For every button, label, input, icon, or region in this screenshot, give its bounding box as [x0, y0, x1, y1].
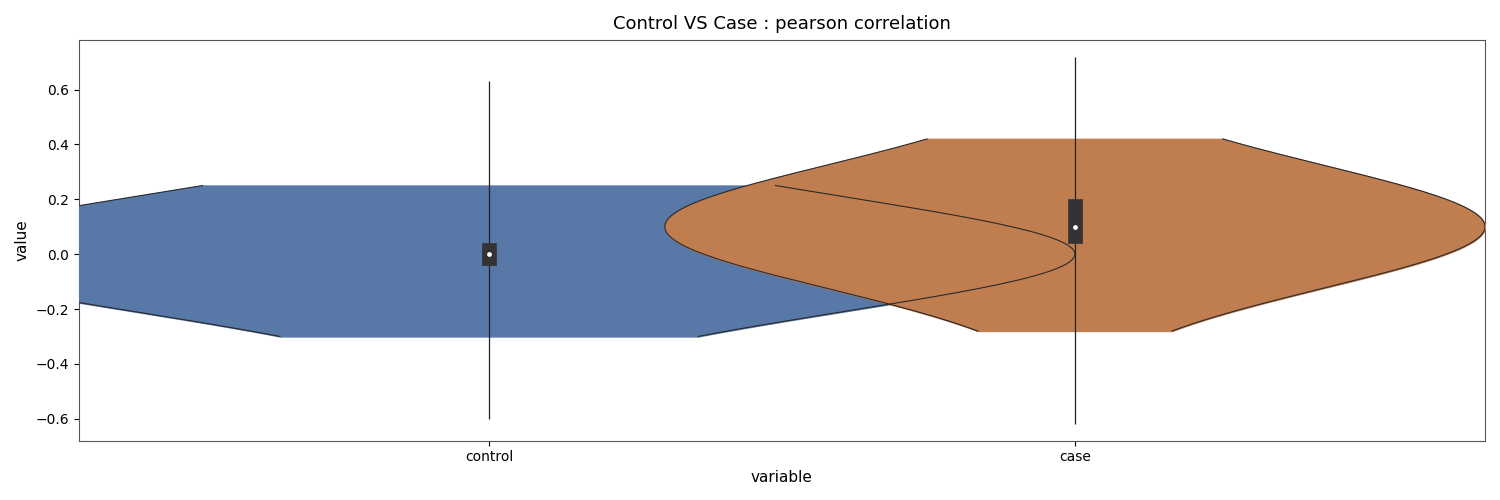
Title: Control VS Case : pearson correlation: Control VS Case : pearson correlation [614, 15, 951, 33]
Bar [482, 243, 496, 265]
Bar [1068, 200, 1082, 243]
X-axis label: variable: variable [752, 470, 813, 485]
Point [477, 250, 501, 258]
Y-axis label: value: value [15, 220, 30, 262]
Point [1064, 222, 1088, 230]
